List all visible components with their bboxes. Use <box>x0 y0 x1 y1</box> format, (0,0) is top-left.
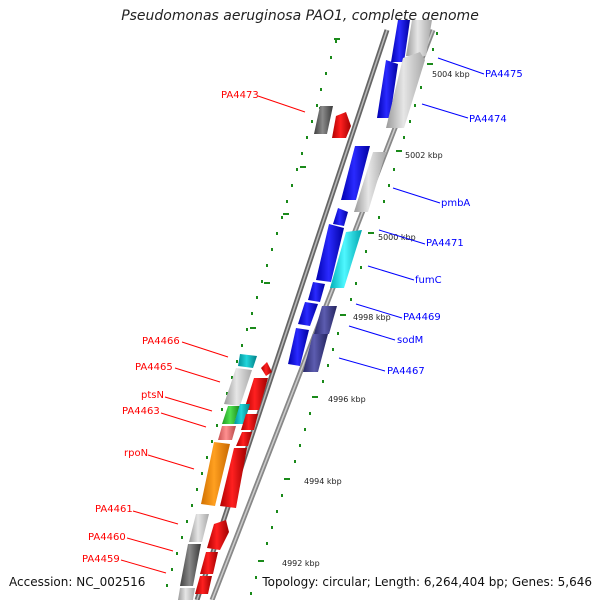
feature-block <box>261 362 272 376</box>
right-strand-features <box>288 20 432 372</box>
feature-PA4463 <box>218 426 236 440</box>
feature-rpoN <box>201 442 230 506</box>
feature-PA4469 <box>308 282 325 302</box>
feature-block <box>200 552 218 574</box>
feature-fumC <box>330 230 362 288</box>
feature-PA4459 <box>195 576 212 594</box>
scale-label-4994: 4994 kbp <box>304 477 342 486</box>
feature-block <box>241 414 258 430</box>
scale-label-5000: 5000 kbp <box>378 233 416 242</box>
feature-PA4461 <box>189 514 209 542</box>
feature-block <box>236 432 252 446</box>
left-strand-features <box>178 106 351 600</box>
gene-label-PA4474[interactable]: PA4474 <box>469 114 507 125</box>
scale-track <box>250 32 438 595</box>
feature-PA4474 <box>386 52 425 128</box>
gene-label-PA4475[interactable]: PA4475 <box>485 69 523 80</box>
map-title: Pseudomonas aeruginosa PAO1, complete ge… <box>121 8 479 24</box>
gene-label-PA4459[interactable]: PA4459 <box>82 554 120 565</box>
feature-PA4467 <box>288 328 309 366</box>
feature-block <box>341 146 370 200</box>
feature-PA4473 <box>332 112 351 138</box>
feature-PA4460 <box>180 544 201 586</box>
right-gene-labels: PA4475 PA4474 pmbA PA4471 fumC PA4469 so… <box>338 57 523 377</box>
feature-PA4466 <box>238 354 257 368</box>
gene-label-rpoN[interactable]: rpoN <box>124 448 148 459</box>
scale-label-5002: 5002 kbp <box>405 151 443 160</box>
feature-block <box>333 208 348 226</box>
gene-label-PA4471[interactable]: PA4471 <box>426 238 464 249</box>
scale-label-5004: 5004 kbp <box>432 70 470 79</box>
gene-label-PA4469[interactable]: PA4469 <box>403 312 441 323</box>
scale-label-4996: 4996 kbp <box>328 395 366 404</box>
feature-PA4475 <box>377 60 398 118</box>
gene-label-PA4461[interactable]: PA4461 <box>95 504 133 515</box>
gene-label-PA4463[interactable]: PA4463 <box>122 406 160 417</box>
feature-block <box>391 20 410 62</box>
scale-label-4992: 4992 kbp <box>282 559 320 568</box>
gene-label-pmbA[interactable]: pmbA <box>441 198 470 209</box>
feature-PA4465 <box>224 368 252 406</box>
feature-sodM <box>314 306 337 334</box>
accession-text: Accession: NC_002516 <box>9 575 146 589</box>
feature-block <box>234 404 250 424</box>
gene-label-PA4473[interactable]: PA4473 <box>221 90 259 101</box>
gene-label-PA4465[interactable]: PA4465 <box>135 362 173 373</box>
feature-block <box>298 302 318 326</box>
gene-label-PA4460[interactable]: PA4460 <box>88 532 126 543</box>
gene-label-PA4467[interactable]: PA4467 <box>387 366 425 377</box>
feature-pmbA <box>354 152 386 212</box>
feature-block <box>303 334 328 372</box>
feature-block <box>314 106 333 134</box>
left-tick-track <box>166 38 340 587</box>
feature-block <box>244 378 268 410</box>
genome-summary-text: Topology: circular; Length: 6,264,404 bp… <box>262 575 592 589</box>
gene-label-PA4466[interactable]: PA4466 <box>142 336 180 347</box>
feature-block <box>220 448 247 508</box>
scale-label-4998: 4998 kbp <box>353 313 391 322</box>
gene-label-ptsN[interactable]: ptsN <box>141 390 164 401</box>
feature-block <box>178 588 195 600</box>
left-gene-labels: PA4473 PA4466 PA4465 ptsN PA4463 rpoN PA… <box>82 90 306 574</box>
feature-block <box>406 20 432 56</box>
feature-block <box>207 520 229 550</box>
gene-label-sodM[interactable]: sodM <box>397 335 423 346</box>
scale-labels: 5004 kbp 5002 kbp 5000 kbp 4998 kbp 4996… <box>282 70 470 568</box>
feature-PA4471 <box>316 224 344 282</box>
gene-label-fumC[interactable]: fumC <box>415 275 442 286</box>
